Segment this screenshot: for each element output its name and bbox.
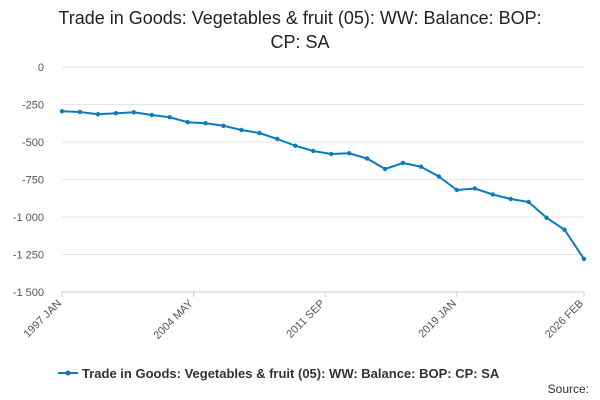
data-point[interactable] — [95, 112, 101, 117]
data-point[interactable] — [221, 123, 226, 128]
data-point[interactable] — [239, 127, 244, 133]
data-point[interactable] — [329, 151, 334, 157]
data-point[interactable] — [275, 136, 280, 142]
y-axis-ticks: 0 -250 -500 -750 -1 000 -1 250 -1 500 — [13, 62, 44, 299]
data-point[interactable] — [346, 151, 352, 156]
data-point[interactable] — [418, 164, 424, 169]
y-tick-label: -1 500 — [13, 287, 44, 299]
data-point[interactable] — [400, 160, 406, 166]
y-tick-label: -1 250 — [13, 250, 44, 262]
data-point[interactable] — [311, 148, 316, 154]
x-axis-ticks: 1997 JAN 2004 MAY 2011 SEP 2019 JAN 2026 FEB — [21, 292, 586, 342]
data-point[interactable] — [167, 115, 172, 120]
data-point[interactable] — [59, 109, 65, 114]
chart-title-line-1: Trade in Goods: Vegetables & fruit (05):… — [58, 8, 542, 28]
data-point[interactable] — [562, 227, 567, 232]
x-tick-label: 2019 JAN — [416, 298, 459, 341]
series-layer — [59, 109, 587, 262]
data-point[interactable] — [472, 186, 478, 191]
data-point[interactable] — [131, 110, 136, 115]
data-point[interactable] — [490, 192, 495, 197]
data-point[interactable] — [293, 143, 298, 148]
data-point[interactable] — [203, 121, 208, 126]
data-point[interactable] — [581, 256, 587, 262]
data-point[interactable] — [77, 109, 83, 115]
chart-title: Trade in Goods: Vegetables & fruit (05):… — [0, 6, 600, 54]
source-label: Source: — [547, 382, 589, 396]
y-tick-label: 0 — [38, 62, 44, 74]
legend[interactable]: Trade in Goods: Vegetables & fruit (05):… — [58, 364, 499, 382]
x-tick-label: 2004 MAY — [152, 297, 197, 342]
chart-title-line-2: CP: SA — [270, 32, 330, 52]
data-point[interactable] — [364, 156, 370, 161]
data-point[interactable] — [436, 174, 442, 179]
legend-swatch — [58, 370, 78, 376]
x-tick-label: 2026 FEB — [543, 298, 586, 341]
grid-lines — [62, 66, 584, 293]
data-point[interactable] — [526, 199, 531, 205]
y-tick-label: -1 000 — [13, 212, 44, 224]
data-point[interactable] — [149, 112, 154, 118]
data-point[interactable] — [382, 166, 388, 172]
legend-label: Trade in Goods: Vegetables & fruit (05):… — [82, 365, 500, 381]
data-point[interactable] — [113, 111, 119, 116]
x-tick-label: 1997 JAN — [21, 298, 64, 341]
y-tick-label: -500 — [22, 137, 44, 149]
data-point[interactable] — [454, 187, 460, 193]
data-point[interactable] — [257, 130, 262, 136]
y-tick-label: -250 — [22, 100, 44, 112]
data-point[interactable] — [508, 196, 513, 202]
x-tick-label: 2011 SEP — [284, 298, 327, 341]
y-tick-label: -750 — [22, 175, 44, 187]
data-point[interactable] — [185, 120, 190, 125]
series-line — [61, 110, 585, 260]
data-point[interactable] — [544, 215, 549, 220]
